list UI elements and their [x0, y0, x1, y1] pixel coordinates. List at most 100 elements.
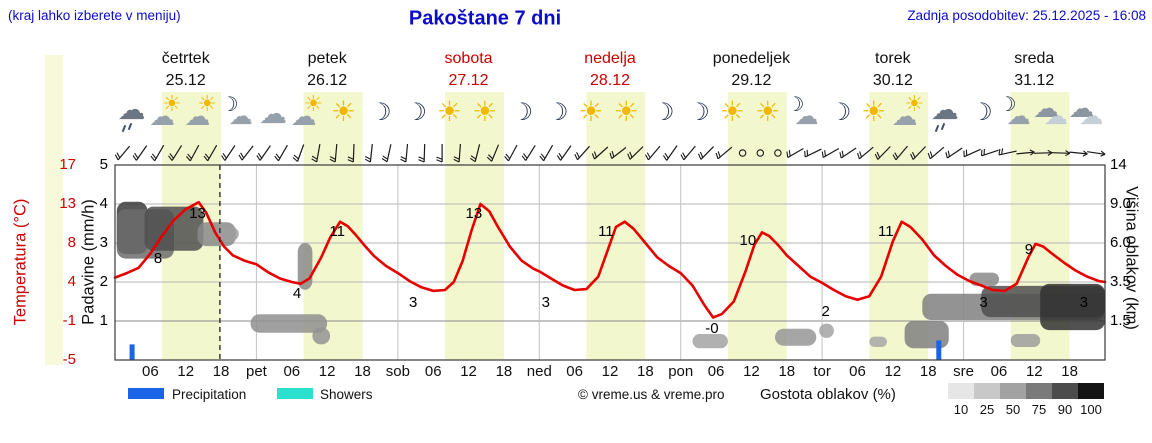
cloud-icon: ☁: [1006, 102, 1031, 130]
x-day-abbr: sre: [953, 363, 974, 380]
weather-icon-cloud: ☁: [255, 94, 293, 134]
x-time-tick: 18: [495, 363, 513, 380]
sun-icon: ☀: [578, 95, 604, 128]
weather-icon-moon: ☽: [644, 94, 682, 134]
moon-icon: ☽: [405, 98, 428, 126]
day-name: nedelja: [584, 50, 636, 67]
temp-value-label: 3: [541, 293, 550, 311]
temp-value-label: 9: [1024, 240, 1034, 258]
temp-axis-label: Temperatura (°C): [11, 198, 30, 326]
x-time-tick: 06: [142, 363, 159, 380]
temp-value-label: 4: [292, 285, 302, 302]
cloud-icon: ☁: [259, 97, 288, 130]
precip-tick: 1: [99, 312, 108, 329]
x-time-tick: 18: [919, 363, 937, 380]
x-time-tick: 06: [283, 363, 301, 380]
cloud-icon: ☁: [1079, 102, 1104, 130]
precip-axis-label: Padavine (mm/h): [79, 199, 98, 325]
weather-icon-clouds: ☁ ☁: [1033, 94, 1071, 134]
moon-icon: ☽: [998, 92, 1017, 116]
temp-value-label: 3: [409, 293, 418, 311]
x-time-tick: 18: [1061, 363, 1078, 380]
density-scale-segment: [974, 383, 1000, 399]
x-time-tick: 18: [637, 363, 654, 380]
x-time-tick: 12: [743, 363, 760, 380]
density-scale-segment: [1000, 383, 1026, 399]
day-date: 25.12: [165, 72, 206, 89]
weather-icon-moon-cloud: ☽ ☁: [220, 94, 258, 134]
credit-link[interactable]: © vreme.us & vreme.pro: [578, 387, 725, 402]
temp-value-label: 13: [465, 205, 483, 223]
moon-icon: ☽: [971, 98, 993, 126]
sun-icon: ☀: [436, 95, 462, 128]
x-time-tick: 06: [566, 363, 583, 380]
weather-icon-moon: ☽: [679, 94, 717, 134]
temp-value-label: 8: [153, 249, 163, 267]
day-name: sreda: [1014, 50, 1055, 67]
day-name: petek: [307, 50, 347, 67]
x-time-tick: 12: [460, 363, 477, 380]
x-time-tick: 12: [884, 363, 902, 380]
density-scale-tick: 75: [1031, 402, 1047, 417]
day-date: 27.12: [448, 72, 489, 89]
sun-icon: ☀: [162, 92, 182, 117]
x-time-tick: 06: [849, 363, 866, 380]
temp-value-label: 10: [739, 231, 757, 249]
weather-icon-sun: ☀: [715, 94, 753, 134]
density-scale-tick: 25: [979, 402, 995, 417]
moon-icon: ☽: [688, 98, 710, 126]
x-time-tick: 06: [707, 363, 725, 380]
cloud-tick: 3.5: [1110, 273, 1131, 290]
moon-icon: ☽: [653, 98, 675, 126]
day-date: 30.12: [872, 72, 913, 89]
temp-value-label: 3: [1079, 293, 1088, 311]
moon-icon: ☽: [829, 98, 852, 126]
weather-icon-moon: ☽: [962, 94, 1000, 134]
x-day-abbr: ned: [526, 363, 552, 380]
x-day-abbr: pet: [245, 363, 267, 380]
menu-hint: (kraj lahko izberete v meniju): [8, 8, 181, 23]
weather-icon-sun-cloud: ☀ ☁: [290, 94, 328, 134]
weather-icon-sun: ☀: [609, 94, 647, 134]
weather-icon-sun-cloud: ☀ ☁: [149, 94, 187, 134]
temp-tick: -1: [62, 312, 76, 329]
x-time-tick: 18: [354, 363, 371, 380]
x-day-abbr: tor: [813, 363, 831, 380]
x-time-tick: 12: [1025, 363, 1043, 380]
temp-value-label: 11: [877, 222, 894, 240]
sun-icon: ☀: [861, 95, 887, 128]
weather-icon-moon: ☽: [361, 94, 399, 134]
density-scale-segment: [1078, 383, 1104, 399]
x-time-tick: 12: [601, 363, 619, 380]
weather-icon-rain-cloud: ☁: [927, 94, 965, 134]
precip-tick: 2: [99, 273, 108, 290]
precip-tick: 3: [99, 234, 108, 251]
density-scale-tick: 100: [1080, 402, 1102, 417]
weather-icon-moon: ☽: [538, 94, 576, 134]
weather-icon-sun: ☀: [467, 94, 505, 134]
temp-tick: 8: [67, 234, 76, 251]
temp-tick: 4: [67, 273, 76, 290]
day-date: 31.12: [1014, 72, 1055, 89]
weather-icon-moon: ☽: [397, 94, 435, 134]
day-date: 29.12: [731, 72, 772, 89]
sun-icon: ☀: [755, 95, 781, 128]
x-day-abbr: sob: [385, 363, 410, 380]
cloud-icon: ☁: [1043, 102, 1068, 130]
moon-icon: ☽: [546, 98, 569, 126]
precip-tick: 5: [99, 156, 108, 173]
moon-icon: ☽: [511, 98, 534, 126]
cloud-icon: ☁: [1032, 94, 1059, 124]
moon-icon: ☽: [370, 98, 392, 126]
precipitation-label: Precipitation: [172, 387, 247, 402]
weather-icon-clouds: ☁ ☁: [1068, 94, 1106, 134]
cloud-icon: ☁: [794, 102, 819, 130]
temp-value-label: 13: [189, 205, 206, 223]
weather-icon-moon-cloud: ☽ ☁: [785, 94, 823, 134]
x-time-tick: 06: [424, 363, 442, 380]
weather-icon-moon: ☽: [503, 94, 541, 134]
weather-icon-sun: ☀: [326, 94, 364, 134]
cloud-icon: ☁: [149, 102, 176, 132]
